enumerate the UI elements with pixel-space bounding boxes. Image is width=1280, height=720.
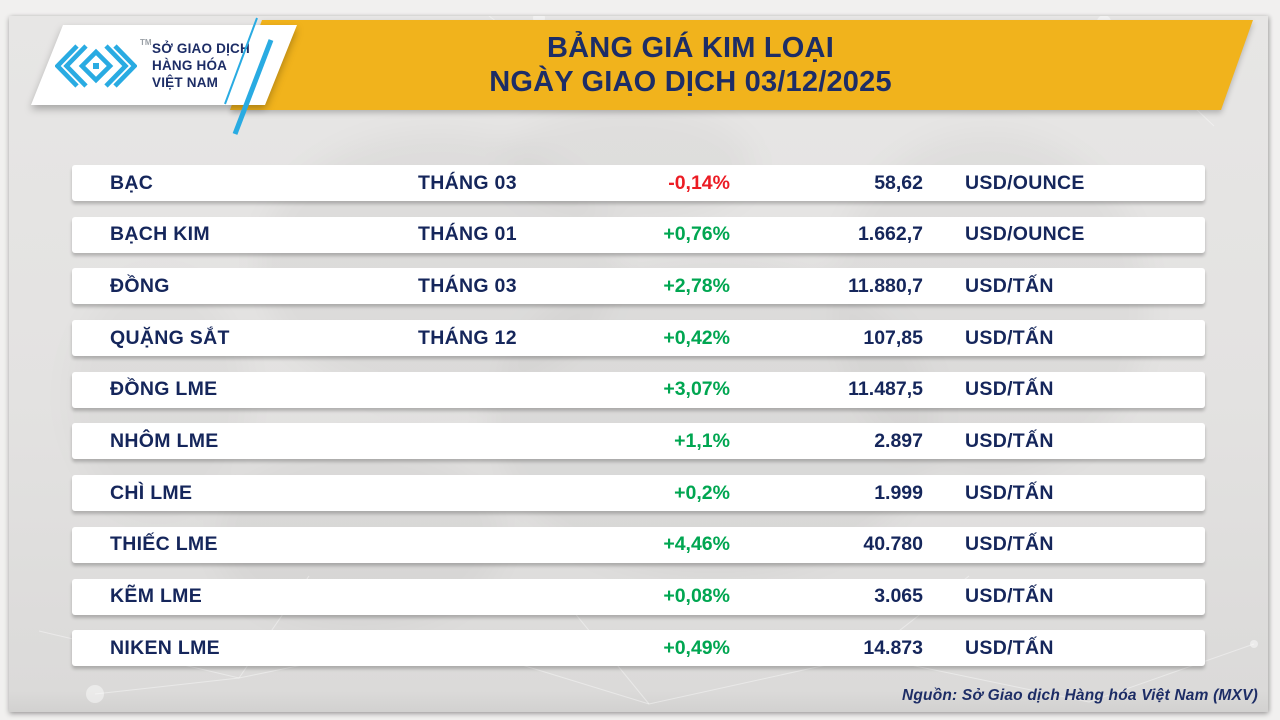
price-table: BẠC THÁNG 03 -0,14% 58,62 USD/OUNCE BẠCH KIM T… xyxy=(72,165,1205,682)
price-unit: USD/TẤN xyxy=(965,533,1054,556)
commodity-name: BẠCH KIM xyxy=(110,223,210,246)
change-percent: +0,49% xyxy=(663,636,730,659)
commodity-name: KẼM LME xyxy=(110,585,203,607)
price-unit: USD/TẤN xyxy=(965,274,1054,297)
logo-org-line1: SỞ GIAO DỊCH xyxy=(152,41,250,56)
trademark-symbol: TM xyxy=(140,38,152,47)
commodity-name: NIKEN LME xyxy=(110,636,220,659)
change-percent: +0,08% xyxy=(663,585,730,607)
page-title-line2: NGÀY GIAO DỊCH 03/12/2025 xyxy=(489,66,892,98)
price-value: 58,62 xyxy=(874,171,923,194)
price-unit: USD/TẤN xyxy=(965,326,1054,349)
contract-month: THÁNG 03 xyxy=(418,171,517,194)
table-row: NHÔM LME +1,1% 2.897 USD/TẤN xyxy=(72,423,1205,460)
commodity-name: BẠC xyxy=(110,171,154,194)
commodity-name: ĐỒNG LME xyxy=(110,378,218,401)
table-row: ĐỒNG LME +3,07% 11.487,5 USD/TẤN xyxy=(72,371,1205,408)
contract-month: THÁNG 12 xyxy=(418,326,517,349)
price-board: BẢNG GIÁ KIM LOẠI NGÀY GIAO DỊCH 03/12/2… xyxy=(9,16,1268,712)
price-value: 2.897 xyxy=(874,429,923,452)
table-row: THIẾC LME +4,46% 40.780 USD/TẤN xyxy=(72,526,1205,563)
price-unit: USD/OUNCE xyxy=(965,223,1085,246)
change-percent: +0,76% xyxy=(663,223,730,246)
price-unit: USD/TẤN xyxy=(965,429,1054,452)
price-value: 1.662,7 xyxy=(857,223,923,246)
title-banner-wrap: BẢNG GIÁ KIM LOẠI NGÀY GIAO DỊCH 03/12/2… xyxy=(230,20,1253,110)
accent-diagonal-lines-icon xyxy=(224,17,274,135)
change-percent: +2,78% xyxy=(663,274,730,297)
commodity-name: ĐỒNG xyxy=(110,274,170,297)
mxv-logo: TM SỞ GIAO DỊCH HÀNG HÓA VIỆT NAM xyxy=(31,25,297,105)
change-percent: +0,2% xyxy=(674,481,730,504)
price-value: 3.065 xyxy=(874,585,923,607)
logo-org-line3: VIỆT NAM xyxy=(152,75,219,90)
source-note: Nguồn: Sở Giao dịch Hàng hóa Việt Nam (M… xyxy=(901,687,1258,704)
price-value: 1.999 xyxy=(874,481,923,504)
price-unit: USD/OUNCE xyxy=(965,171,1085,194)
contract-month: THÁNG 03 xyxy=(418,274,517,297)
price-unit: USD/TẤN xyxy=(965,585,1054,607)
commodity-name: CHÌ LME xyxy=(110,481,193,504)
change-percent: +0,42% xyxy=(663,326,730,349)
price-unit: USD/TẤN xyxy=(965,481,1054,504)
price-value: 11.487,5 xyxy=(848,378,923,401)
price-value: 107,85 xyxy=(863,326,923,349)
logo-org-line2: HÀNG HÓA xyxy=(152,58,228,73)
mxv-logo-icon xyxy=(55,41,137,91)
contract-month: THÁNG 01 xyxy=(418,223,517,246)
change-percent: -0,14% xyxy=(668,171,730,194)
table-row: BẠCH KIM THÁNG 01 +0,76% 1.662,7 USD/OUNCE xyxy=(72,216,1205,253)
commodity-name: THIẾC LME xyxy=(110,533,218,556)
mxv-logo-wrap: TM SỞ GIAO DỊCH HÀNG HÓA VIỆT NAM xyxy=(31,25,297,105)
table-row: KẼM LME +0,08% 3.065 USD/TẤN xyxy=(72,578,1205,615)
price-value: 40.780 xyxy=(863,533,923,556)
table-row: BẠC THÁNG 03 -0,14% 58,62 USD/OUNCE xyxy=(72,165,1205,201)
price-unit: USD/TẤN xyxy=(965,636,1054,659)
table-row: NIKEN LME +0,49% 14.873 USD/TẤN xyxy=(72,630,1205,667)
logo-org-name: SỞ GIAO DỊCH HÀNG HÓA VIỆT NAM xyxy=(152,40,250,91)
price-value: 14.873 xyxy=(863,636,923,659)
table-row: CHÌ LME +0,2% 1.999 USD/TẤN xyxy=(72,475,1205,512)
change-percent: +1,1% xyxy=(674,429,730,452)
price-value: 11.880,7 xyxy=(848,274,923,297)
page-title-line1: BẢNG GIÁ KIM LOẠI xyxy=(547,32,834,64)
table-row: ĐỒNG THÁNG 03 +2,78% 11.880,7 USD/TẤN xyxy=(72,268,1205,305)
change-percent: +4,46% xyxy=(663,533,730,556)
table-row: QUẶNG SẮT THÁNG 12 +0,42% 107,85 USD/TẤN xyxy=(72,320,1205,357)
change-percent: +3,07% xyxy=(663,378,730,401)
title-banner: BẢNG GIÁ KIM LOẠI NGÀY GIAO DỊCH 03/12/2… xyxy=(230,20,1253,110)
price-unit: USD/TẤN xyxy=(965,378,1054,401)
commodity-name: NHÔM LME xyxy=(110,429,219,452)
commodity-name: QUẶNG SẮT xyxy=(110,326,230,349)
